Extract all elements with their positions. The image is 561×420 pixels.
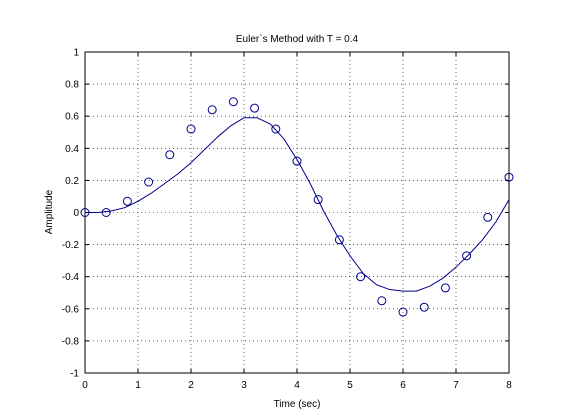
- y-tick-label: -0.8: [62, 336, 80, 347]
- y-tick-label: 0.6: [65, 112, 79, 123]
- x-tick-label: 5: [347, 380, 353, 391]
- euler-point-marker: [377, 296, 387, 306]
- chart-title: Euler`s Method with T = 0.4: [236, 33, 359, 45]
- x-tick-label: 0: [82, 380, 88, 391]
- euler-point-marker: [440, 283, 450, 293]
- axis-ticks: 0 1 2 3 4 5 6 7 8 -1 -0.8 -0.6 -0.4 -0.2 0 0.2 0.4 0.6 0.8…: [62, 48, 512, 392]
- y-tick-label: 0.4: [65, 144, 79, 155]
- euler-point-marker: [165, 150, 175, 160]
- continuous-response-line: [85, 117, 510, 292]
- euler-point-marker: [228, 97, 238, 107]
- euler-point-marker: [504, 172, 514, 182]
- x-axis-label: Time (sec): [274, 399, 321, 410]
- euler-point-marker: [398, 307, 408, 317]
- y-tick-label: -1: [70, 369, 79, 380]
- y-tick-label: -0.6: [62, 304, 80, 315]
- x-tick-label: 3: [241, 380, 247, 391]
- y-tick-label: -0.2: [62, 240, 80, 251]
- y-tick-label: 0.8: [65, 80, 79, 91]
- euler-point-marker: [207, 105, 217, 115]
- series-group: [80, 97, 514, 317]
- euler-point-marker: [250, 103, 260, 113]
- euler-point-marker: [101, 208, 111, 217]
- grid-lines: [85, 52, 509, 373]
- y-tick-label: 1: [73, 48, 79, 59]
- euler-point-marker: [483, 212, 493, 222]
- x-tick-label: 2: [188, 380, 194, 391]
- euler-point-marker: [271, 124, 281, 134]
- euler-point-marker: [334, 235, 344, 245]
- x-tick-label: 7: [453, 380, 459, 391]
- euler-point-marker: [80, 208, 90, 217]
- euler-point-marker: [313, 195, 323, 205]
- x-tick-label: 1: [135, 380, 141, 391]
- x-tick-label: 4: [294, 380, 300, 391]
- euler-point-marker: [144, 177, 154, 187]
- euler-point-marker: [122, 196, 132, 206]
- euler-point-marker: [186, 124, 196, 134]
- y-axis-label: Amplitude: [44, 189, 55, 234]
- y-tick-label: -0.4: [62, 272, 80, 283]
- euler-point-marker: [462, 251, 472, 261]
- euler-point-marker: [292, 156, 302, 166]
- x-tick-label: 8: [506, 380, 512, 391]
- y-tick-label: 0: [73, 208, 79, 219]
- y-tick-label: 0.2: [65, 176, 79, 187]
- euler-point-marker: [419, 302, 429, 312]
- euler-point-marker: [356, 272, 366, 282]
- x-tick-label: 6: [400, 380, 406, 391]
